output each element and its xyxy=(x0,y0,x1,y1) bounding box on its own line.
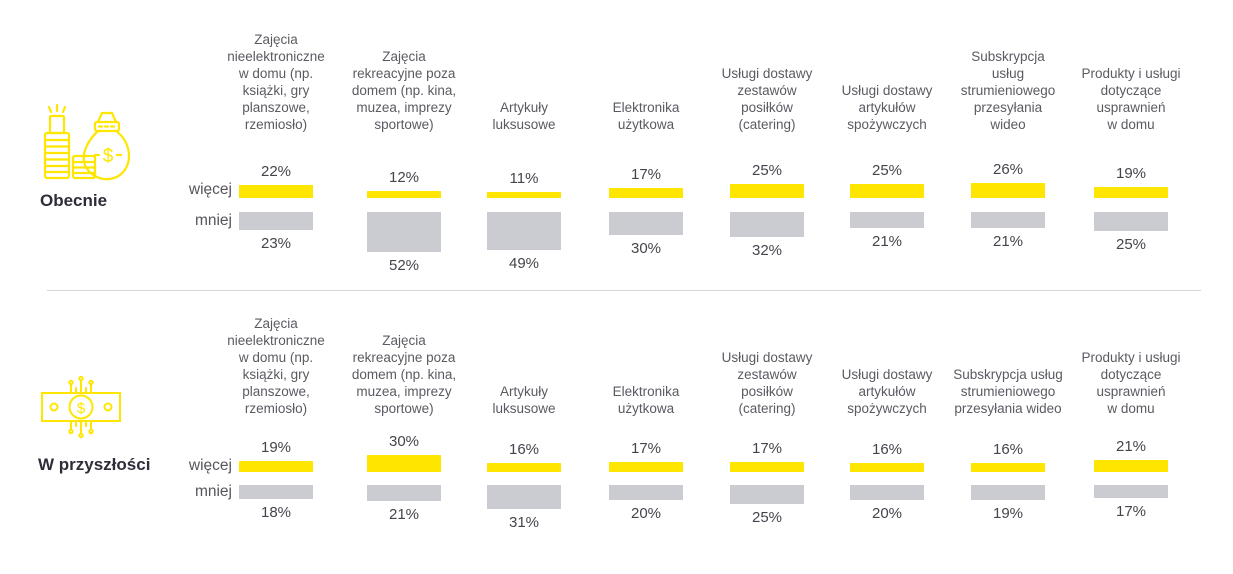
bar-more xyxy=(971,183,1045,198)
bar-less xyxy=(1094,212,1168,231)
row-label-wiecej: więcej xyxy=(188,457,232,474)
value-label-less: 52% xyxy=(388,257,420,274)
banknote-circuit-icon: $ xyxy=(41,375,121,439)
bar-more xyxy=(239,185,313,198)
bar-more xyxy=(1094,460,1168,472)
value-label-more: 16% xyxy=(871,441,903,458)
bar-less xyxy=(730,485,804,504)
bar-more xyxy=(239,461,313,472)
value-label-less: 49% xyxy=(508,255,540,272)
bar-more xyxy=(487,192,561,198)
section-label-w-przyszlosci: W przyszłości xyxy=(38,455,151,474)
category-header: Usługi dostawy zestawów posiłków (cateri… xyxy=(721,350,813,416)
value-label-more: 25% xyxy=(751,162,783,179)
section-label-obecnie: Obecnie xyxy=(40,191,108,210)
svg-text:$: $ xyxy=(77,400,86,417)
value-label-less: 32% xyxy=(751,242,783,259)
value-label-less: 18% xyxy=(260,504,292,521)
category-header: Zajęcia rekreacyjne poza domem (np. kina… xyxy=(351,333,457,416)
category-header: Elektronika użytkowa xyxy=(612,100,680,132)
category-header: Usługi dostawy artykułów spożywczych xyxy=(841,83,933,132)
value-label-less: 21% xyxy=(871,233,903,250)
bar-more xyxy=(850,463,924,472)
value-label-less: 17% xyxy=(1115,503,1147,520)
category-header: Usługi dostawy zestawów posiłków (cateri… xyxy=(721,66,813,132)
row-label-mniej: mniej xyxy=(194,212,232,229)
bar-less xyxy=(850,212,924,228)
value-label-more: 19% xyxy=(260,439,292,456)
category-header: Subskrypcja usług strumieniowego przesył… xyxy=(953,367,1063,416)
value-label-less: 25% xyxy=(1115,236,1147,253)
bar-more xyxy=(367,191,441,198)
bar-less xyxy=(850,485,924,500)
bar-less xyxy=(487,485,561,509)
bar-more xyxy=(487,463,561,472)
bar-less xyxy=(1094,485,1168,498)
svg-text:$: $ xyxy=(103,146,114,167)
bar-more xyxy=(971,463,1045,472)
bar-less xyxy=(239,212,313,230)
value-label-more: 16% xyxy=(508,441,540,458)
category-header: Zajęcia nieelektroniczne w domu (np. ksi… xyxy=(227,316,325,416)
bar-more xyxy=(1094,187,1168,198)
category-header: Zajęcia rekreacyjne poza domem (np. kina… xyxy=(351,49,457,132)
bar-more xyxy=(609,462,683,472)
section-obecnie: $ Obecnie więcej mniej Zajęcia nieelektr… xyxy=(40,32,1181,274)
row-label-wiecej: więcej xyxy=(188,181,232,198)
bar-less xyxy=(971,212,1045,228)
category-header: Subskrypcja usług strumieniowego przesył… xyxy=(960,49,1056,132)
value-label-more: 26% xyxy=(992,161,1024,178)
category-header: Produkty i usługi dotyczące usprawnień w… xyxy=(1081,66,1181,132)
bar-more xyxy=(609,188,683,198)
value-label-more: 17% xyxy=(630,440,662,457)
row-label-mniej: mniej xyxy=(194,483,232,500)
value-label-more: 16% xyxy=(992,441,1024,458)
value-label-more: 11% xyxy=(509,170,539,187)
value-label-less: 25% xyxy=(751,509,783,526)
category-header: Artykuły luksusowe xyxy=(492,384,556,416)
bar-more xyxy=(367,455,441,472)
bar-less xyxy=(239,485,313,499)
bar-more xyxy=(730,184,804,198)
value-label-more: 30% xyxy=(388,433,420,450)
bar-more xyxy=(850,184,924,198)
money-bag-coins-icon: $ xyxy=(43,103,131,181)
value-label-more: 12% xyxy=(388,169,420,186)
value-label-less: 21% xyxy=(992,233,1024,250)
value-label-more: 22% xyxy=(260,163,292,180)
value-label-more: 19% xyxy=(1115,165,1147,182)
value-label-more: 17% xyxy=(751,440,783,457)
category-header: Elektronika użytkowa xyxy=(612,384,680,416)
bar-less xyxy=(367,212,441,252)
value-label-less: 30% xyxy=(630,240,662,257)
bar-more xyxy=(730,462,804,472)
value-label-less: 20% xyxy=(630,505,662,522)
category-header: Produkty i usługi dotyczące usprawnień w… xyxy=(1081,350,1181,416)
bar-less xyxy=(971,485,1045,500)
value-label-less: 23% xyxy=(260,235,292,252)
bar-less xyxy=(609,212,683,235)
value-label-more: 17% xyxy=(630,166,662,183)
category-header: Usługi dostawy artykułów spożywczych xyxy=(841,367,933,416)
value-label-more: 25% xyxy=(871,162,903,179)
value-label-less: 19% xyxy=(992,505,1024,522)
category-header: Artykuły luksusowe xyxy=(492,100,556,132)
bar-less xyxy=(367,485,441,501)
bar-less xyxy=(730,212,804,237)
bar-less xyxy=(487,212,561,250)
category-header: Zajęcia nieelektroniczne w domu (np. ksi… xyxy=(227,32,325,132)
value-label-less: 20% xyxy=(871,505,903,522)
section-divider xyxy=(47,290,1201,291)
value-label-less: 31% xyxy=(508,514,540,531)
bar-less xyxy=(609,485,683,500)
section-w-przyszlosci: $ W przyszłości więcej mniej Zajęcia nie… xyxy=(0,293,1233,574)
value-label-less: 21% xyxy=(388,506,420,523)
value-label-more: 21% xyxy=(1115,438,1147,455)
